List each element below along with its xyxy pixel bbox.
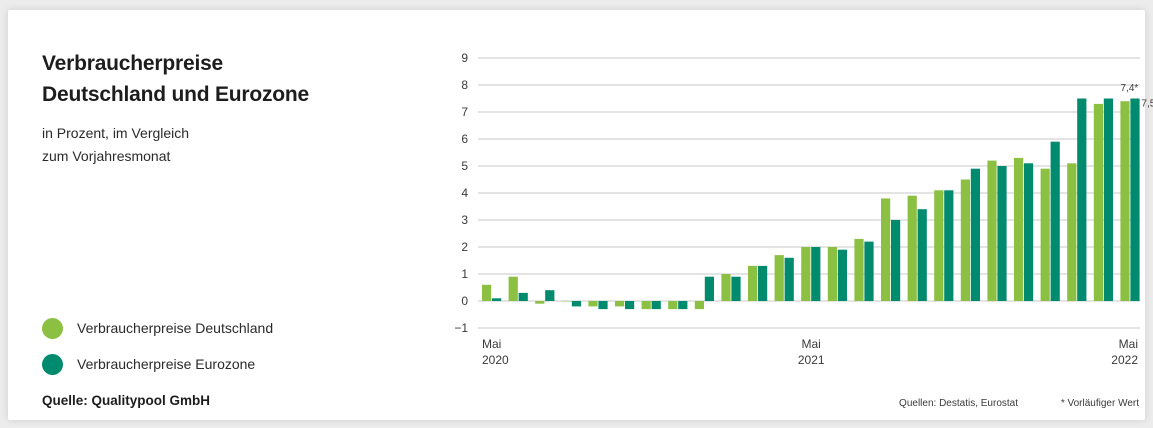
y-tick-label: 1 <box>461 267 468 281</box>
y-tick-label: 5 <box>461 159 468 173</box>
bar-deutschland <box>615 301 625 307</box>
bar-eurozone <box>997 166 1007 301</box>
bar-deutschland <box>987 160 997 301</box>
bar-deutschland <box>694 301 704 310</box>
x-tick-label: 2021 <box>798 353 825 367</box>
bar-eurozone <box>758 265 768 301</box>
subtitle-line-2: zum Vorjahresmonat <box>42 148 171 164</box>
bar-eurozone <box>970 168 980 301</box>
bar-eurozone <box>571 301 581 307</box>
bar-eurozone <box>917 209 927 301</box>
x-axis: Mai 2020 Mai 2021 Mai 2022 <box>482 337 1138 367</box>
bar-deutschland <box>1093 103 1103 302</box>
bar-eurozone <box>492 298 502 301</box>
bar-deutschland <box>508 276 518 301</box>
x-tick-label: 2020 <box>482 353 509 367</box>
bar-eurozone <box>598 301 608 310</box>
title-line-1: Verbraucherpreise <box>42 52 224 75</box>
chart-legend: Verbraucherpreise Deutschland Verbrauche… <box>42 310 273 382</box>
bar-deutschland <box>535 301 545 304</box>
bar-eurozone <box>811 247 821 301</box>
bar-deutschland <box>748 265 758 301</box>
y-tick-label: −1 <box>454 321 468 335</box>
chart-card: Verbraucherpreise Deutschland und Eurozo… <box>8 10 1145 420</box>
y-tick-label: 3 <box>461 213 468 227</box>
x-tick-label: Mai <box>482 337 501 351</box>
x-tick-label: Mai <box>802 337 821 351</box>
bar-deutschland <box>960 179 970 301</box>
data-label: 7,5* <box>1141 99 1153 110</box>
bar-deutschland <box>827 247 837 301</box>
bars <box>482 98 1140 310</box>
bar-eurozone <box>1024 163 1034 301</box>
footnote-provisional: * Vorläufiger Wert <box>1061 398 1139 409</box>
bar-deutschland <box>1014 157 1024 301</box>
bar-eurozone <box>545 290 555 301</box>
bar-deutschland <box>1120 101 1130 301</box>
data-label: 7,4* <box>1121 83 1139 94</box>
legend-swatch-deutschland <box>42 317 63 339</box>
x-tick-label: 2022 <box>1111 353 1138 367</box>
y-tick-label: 7 <box>461 105 468 119</box>
bar-eurozone <box>1077 98 1087 301</box>
y-tick-label: 9 <box>461 51 468 65</box>
bar-eurozone <box>704 276 714 301</box>
bar-eurozone <box>784 257 794 301</box>
legend-label-eurozone: Verbraucherpreise Eurozone <box>77 356 256 372</box>
bar-eurozone <box>944 190 954 301</box>
bar-eurozone <box>651 301 661 310</box>
bar-deutschland <box>482 284 492 301</box>
source-note: Quelle: Qualitypool GmbH <box>42 393 211 408</box>
y-tick-label: 0 <box>461 294 468 308</box>
bar-deutschland <box>1067 163 1077 301</box>
bar-deutschland <box>854 238 864 301</box>
bar-eurozone <box>678 301 688 310</box>
bar-deutschland <box>907 195 917 301</box>
bar-eurozone <box>1130 98 1140 301</box>
bar-eurozone <box>864 241 874 301</box>
bar-eurozone <box>518 292 528 301</box>
legend-item-deutschland: Verbraucherpreise Deutschland <box>42 310 273 346</box>
y-tick-label: 8 <box>461 78 468 92</box>
y-axis: −1 0 1 2 3 4 5 6 7 8 9 <box>454 51 468 335</box>
bar-deutschland <box>668 301 678 310</box>
y-tick-label: 2 <box>461 240 468 254</box>
bar-eurozone <box>731 276 741 301</box>
subtitle-line-1: in Prozent, im Vergleich <box>42 125 190 141</box>
legend-item-eurozone: Verbraucherpreise Eurozone <box>42 346 273 382</box>
bar-eurozone <box>891 220 901 301</box>
bar-deutschland <box>588 301 598 307</box>
chart-title: Verbraucherpreise Deutschland und Eurozo… <box>42 48 309 110</box>
bar-deutschland <box>721 274 731 301</box>
x-tick-label: Mai <box>1119 337 1138 351</box>
footnote-sources: Quellen: Destatis, Eurostat <box>899 398 1018 409</box>
legend-swatch-eurozone <box>42 353 63 375</box>
bar-deutschland <box>934 190 944 301</box>
y-tick-label: 4 <box>461 186 468 200</box>
bar-deutschland <box>774 255 784 301</box>
chart-subtitle: in Prozent, im Vergleich zum Vorjahresmo… <box>42 122 189 168</box>
y-tick-label: 6 <box>461 132 468 146</box>
legend-label-deutschland: Verbraucherpreise Deutschland <box>77 320 274 336</box>
bar-eurozone <box>1103 98 1113 301</box>
bar-eurozone <box>625 301 635 310</box>
annotations: 7,4*7,5* <box>1121 83 1153 109</box>
bar-eurozone <box>1050 141 1060 301</box>
bar-deutschland <box>1040 168 1050 301</box>
title-line-2: Deutschland und Eurozone <box>42 83 310 106</box>
bar-deutschland <box>881 198 891 301</box>
bar-deutschland <box>801 247 811 301</box>
bar-deutschland <box>641 301 651 310</box>
bar-eurozone <box>837 249 847 301</box>
bar-deutschland <box>561 301 571 302</box>
